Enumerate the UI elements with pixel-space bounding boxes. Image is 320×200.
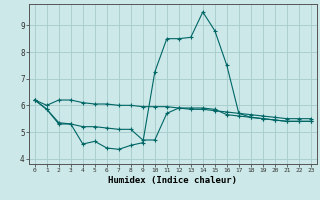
X-axis label: Humidex (Indice chaleur): Humidex (Indice chaleur)	[108, 176, 237, 185]
